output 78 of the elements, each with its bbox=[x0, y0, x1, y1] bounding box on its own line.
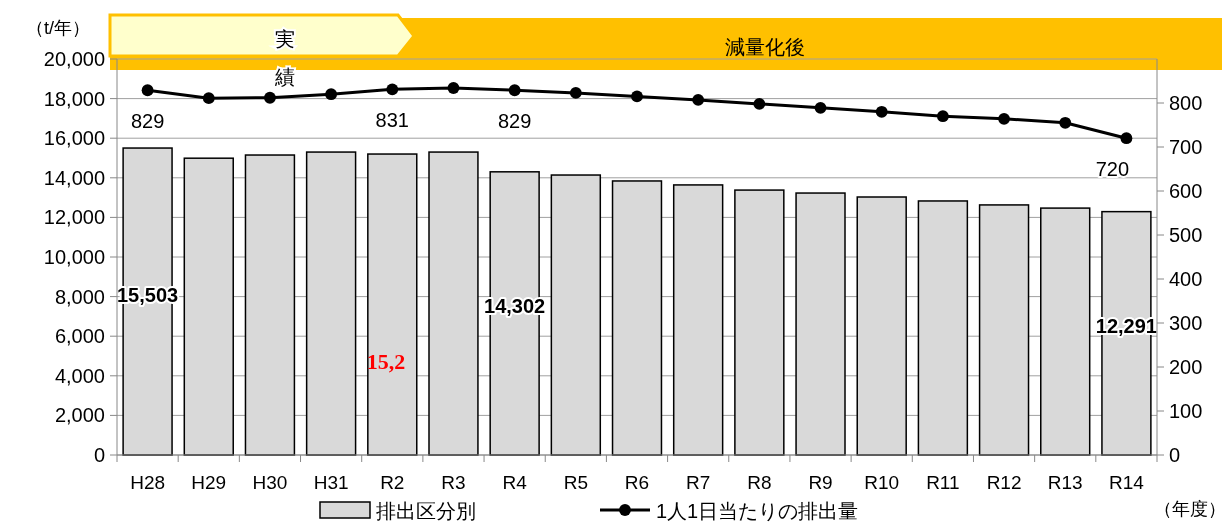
y-tick-label: 14,000 bbox=[43, 166, 105, 189]
point bbox=[1059, 116, 1072, 129]
data-label: 829 bbox=[497, 110, 532, 133]
point bbox=[998, 112, 1010, 125]
bar bbox=[550, 174, 602, 456]
bar bbox=[978, 204, 1030, 456]
y2-tick-label: 200 bbox=[1169, 356, 1203, 378]
x-tick-label: H31 bbox=[313, 472, 349, 493]
y2-tick-label: 700 bbox=[1169, 136, 1203, 158]
y2-tick-label: 600 bbox=[1169, 180, 1203, 202]
y2-tick-label: 0 bbox=[1169, 444, 1181, 466]
y2-tick-label: 100 bbox=[1169, 400, 1203, 422]
annotation: 実績 bbox=[274, 28, 295, 88]
y-tick-label: 2,000 bbox=[54, 404, 105, 427]
bar bbox=[428, 151, 479, 456]
point bbox=[753, 97, 766, 110]
x-tick-label: R14 bbox=[1108, 472, 1145, 493]
point bbox=[447, 82, 460, 94]
x-tick-label: H29 bbox=[191, 472, 227, 493]
x-tick-label: H30 bbox=[252, 472, 288, 493]
x-tick-label: R7 bbox=[686, 472, 711, 493]
y-tick-label: 6,000 bbox=[54, 325, 105, 348]
bar bbox=[183, 157, 234, 456]
bar bbox=[611, 180, 663, 456]
point bbox=[202, 92, 215, 105]
data-label: 831 bbox=[375, 109, 409, 132]
x-tick-label: R10 bbox=[864, 472, 900, 493]
y2-tick-label: 500 bbox=[1169, 224, 1203, 246]
point bbox=[325, 88, 338, 101]
bar bbox=[244, 154, 296, 456]
bar bbox=[795, 192, 846, 456]
point bbox=[141, 84, 154, 97]
y2-tick-label: 400 bbox=[1169, 268, 1203, 290]
y2-tick-label: 300 bbox=[1169, 312, 1203, 334]
x-tick-label: R5 bbox=[563, 472, 588, 493]
data-label: 720 bbox=[1095, 158, 1130, 181]
x-tick-label: R4 bbox=[502, 472, 528, 493]
y-tick-label: 18,000 bbox=[43, 87, 105, 110]
point bbox=[1120, 132, 1133, 145]
point bbox=[875, 105, 888, 118]
point bbox=[814, 101, 827, 114]
point bbox=[386, 83, 399, 96]
bar bbox=[305, 151, 357, 456]
x-tick-label: R13 bbox=[1047, 472, 1083, 493]
point bbox=[264, 91, 276, 104]
x-tick-label: R6 bbox=[624, 472, 650, 493]
x-tick-label: R8 bbox=[747, 472, 772, 493]
legend-label: 排出区分別 bbox=[376, 500, 476, 522]
y-tick-label: 16,000 bbox=[43, 127, 105, 150]
point bbox=[508, 84, 521, 97]
bar bbox=[917, 200, 969, 456]
x-tick-label: R3 bbox=[441, 472, 466, 493]
text: 減量化後 bbox=[725, 36, 805, 58]
bar bbox=[1040, 207, 1091, 456]
bar bbox=[734, 189, 785, 456]
legend-label: 1人1日当たりの排出量 bbox=[656, 500, 859, 522]
x-tick-label: R9 bbox=[808, 472, 833, 493]
y-tick-label: 8,000 bbox=[54, 285, 105, 308]
x-tick-label: R2 bbox=[380, 472, 405, 493]
y-axis-title: （t/年） bbox=[25, 18, 91, 38]
data-label: 829 bbox=[130, 110, 165, 133]
y-tick-label: 12,000 bbox=[43, 206, 105, 229]
y-tick-label: 20,000 bbox=[43, 48, 105, 70]
bar bbox=[672, 184, 724, 456]
point bbox=[631, 90, 643, 103]
x-tick-label: R12 bbox=[986, 472, 1022, 493]
point bbox=[936, 110, 949, 123]
y2-tick-label: 800 bbox=[1169, 92, 1203, 114]
bar bbox=[367, 153, 418, 456]
x-axis-title: （年度） bbox=[1154, 499, 1222, 519]
y-tick-label: 0 bbox=[93, 444, 105, 466]
bar bbox=[856, 196, 907, 456]
point bbox=[569, 86, 582, 99]
y-tick-label: 4,000 bbox=[54, 364, 105, 387]
x-tick-label: H28 bbox=[130, 472, 166, 493]
y-tick-label: 10,000 bbox=[43, 246, 105, 268]
x-tick-label: R11 bbox=[926, 472, 960, 493]
point bbox=[692, 94, 705, 106]
